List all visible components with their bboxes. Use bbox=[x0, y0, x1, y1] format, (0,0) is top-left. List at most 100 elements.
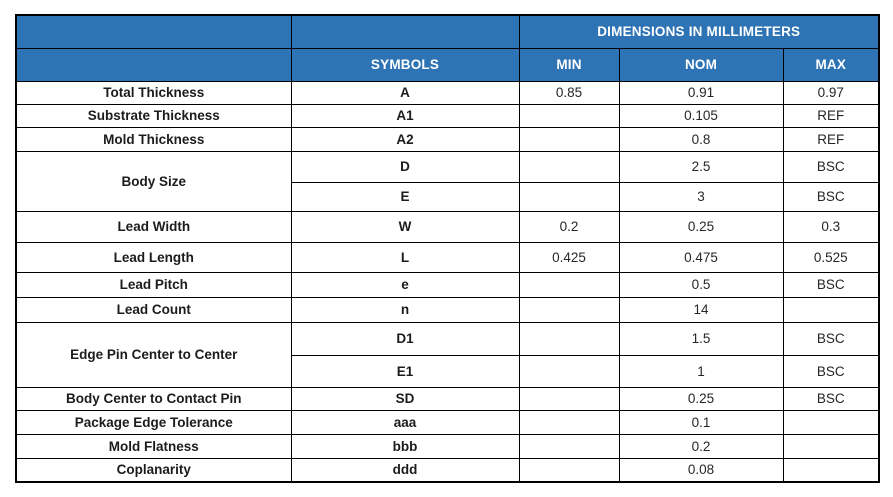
symbol-cell: ddd bbox=[290, 457, 520, 483]
row-name-cell: Substrate Thickness bbox=[15, 103, 292, 128]
min-value-cell: 0.2 bbox=[518, 210, 620, 243]
row-name-cell: Lead Width bbox=[15, 210, 292, 243]
max-value-cell bbox=[782, 457, 880, 483]
header-row-columns: SYMBOLS MIN NOM MAX bbox=[15, 47, 880, 82]
row-name-cell: Package Edge Tolerance bbox=[15, 409, 292, 435]
max-value-cell: 0.97 bbox=[782, 80, 880, 105]
max-value-cell: BSC bbox=[782, 181, 880, 212]
nom-value-cell: 0.105 bbox=[618, 103, 784, 128]
min-value-cell bbox=[518, 296, 620, 323]
nom-value-cell: 0.08 bbox=[618, 457, 784, 483]
nom-value-cell: 3 bbox=[618, 181, 784, 212]
min-value-cell bbox=[518, 126, 620, 152]
parameter-column-header bbox=[15, 47, 292, 82]
table-row-lead-count: Lead Count n 14 bbox=[15, 296, 880, 323]
symbol-cell: D bbox=[290, 150, 520, 183]
symbol-cell: SD bbox=[290, 386, 520, 411]
max-value-cell: 0.525 bbox=[782, 241, 880, 273]
symbol-cell: A1 bbox=[290, 103, 520, 128]
symbol-cell: D1 bbox=[290, 321, 520, 356]
nom-value-cell: 2.5 bbox=[618, 150, 784, 183]
dimensions-table: DIMENSIONS IN MILLIMETERS SYMBOLS MIN NO… bbox=[15, 14, 880, 483]
nom-value-cell: 0.91 bbox=[618, 80, 784, 105]
nom-value-cell: 0.5 bbox=[618, 271, 784, 298]
min-value-cell bbox=[518, 354, 620, 388]
max-value-cell: BSC bbox=[782, 271, 880, 298]
min-value-cell bbox=[518, 386, 620, 411]
table-row-lead-length: Lead Length L 0.425 0.475 0.525 bbox=[15, 241, 880, 273]
symbol-cell: e bbox=[290, 271, 520, 298]
row-name-cell: Body Center to Contact Pin bbox=[15, 386, 292, 411]
table-row-coplanarity: Coplanarity ddd 0.08 bbox=[15, 457, 880, 483]
nom-value-cell: 0.8 bbox=[618, 126, 784, 152]
max-value-cell: BSC bbox=[782, 150, 880, 183]
header-row-title: DIMENSIONS IN MILLIMETERS bbox=[15, 14, 880, 49]
table-row-body-size-e: E 3 BSC bbox=[16, 181, 880, 212]
symbol-cell: L bbox=[290, 241, 520, 273]
table-row-edge-pin-e1: E1 1 BSC bbox=[16, 354, 880, 388]
symbols-column-header: SYMBOLS bbox=[290, 47, 520, 82]
min-value-cell bbox=[518, 150, 620, 183]
max-value-cell bbox=[782, 409, 880, 435]
table-row-body-size-d: Body Size D 2.5 BSC bbox=[15, 150, 880, 212]
min-value-cell: 0.85 bbox=[518, 80, 620, 105]
max-value-cell bbox=[782, 433, 880, 459]
nom-value-cell: 14 bbox=[618, 296, 784, 323]
min-value-cell bbox=[518, 433, 620, 459]
symbol-cell: aaa bbox=[290, 409, 520, 435]
dimensions-title-header: DIMENSIONS IN MILLIMETERS bbox=[518, 14, 880, 49]
symbol-cell: n bbox=[290, 296, 520, 323]
corner-parameter-cell bbox=[15, 14, 292, 49]
max-value-cell: REF bbox=[782, 103, 880, 128]
table-row-total-thickness: Total Thickness A 0.85 0.91 0.97 bbox=[15, 80, 880, 105]
row-name-cell: Mold Flatness bbox=[15, 433, 292, 459]
table-row-edge-pin-d1: Edge Pin Center to Center D1 1.5 BSC bbox=[15, 321, 880, 388]
max-value-cell: REF bbox=[782, 126, 880, 152]
row-name-cell: Body Size bbox=[15, 150, 292, 212]
table-row-substrate-thickness: Substrate Thickness A1 0.105 REF bbox=[15, 103, 880, 128]
symbol-cell: W bbox=[290, 210, 520, 243]
max-value-cell: 0.3 bbox=[782, 210, 880, 243]
nom-value-cell: 0.475 bbox=[618, 241, 784, 273]
nom-value-cell: 0.1 bbox=[618, 409, 784, 435]
symbol-cell: E1 bbox=[290, 354, 520, 388]
max-value-cell: BSC bbox=[782, 354, 880, 388]
max-value-cell bbox=[782, 296, 880, 323]
row-name-cell: Total Thickness bbox=[15, 80, 292, 105]
row-name-cell: Lead Count bbox=[15, 296, 292, 323]
min-value-cell bbox=[518, 409, 620, 435]
nom-value-cell: 0.25 bbox=[618, 210, 784, 243]
table-row-mold-flatness: Mold Flatness bbb 0.2 bbox=[15, 433, 880, 459]
table-row-body-center-to-contact-pin: Body Center to Contact Pin SD 0.25 BSC bbox=[15, 386, 880, 411]
table-row-mold-thickness: Mold Thickness A2 0.8 REF bbox=[15, 126, 880, 152]
min-value-cell: 0.425 bbox=[518, 241, 620, 273]
max-value-cell: BSC bbox=[782, 321, 880, 356]
symbol-cell: bbb bbox=[290, 433, 520, 459]
min-value-cell bbox=[518, 103, 620, 128]
corner-symbols-cell bbox=[290, 14, 520, 49]
symbol-cell: A2 bbox=[290, 126, 520, 152]
nom-value-cell: 1.5 bbox=[618, 321, 784, 356]
row-name-cell: Lead Length bbox=[15, 241, 292, 273]
nom-value-cell: 1 bbox=[618, 354, 784, 388]
row-name-cell: Mold Thickness bbox=[15, 126, 292, 152]
symbol-cell: E bbox=[290, 181, 520, 212]
min-column-header: MIN bbox=[518, 47, 620, 82]
symbol-cell: A bbox=[290, 80, 520, 105]
table-row-lead-pitch: Lead Pitch e 0.5 BSC bbox=[15, 271, 880, 298]
row-name-cell: Edge Pin Center to Center bbox=[15, 321, 292, 388]
nom-value-cell: 0.25 bbox=[618, 386, 784, 411]
nom-column-header: NOM bbox=[618, 47, 784, 82]
min-value-cell bbox=[518, 457, 620, 483]
table-row-lead-width: Lead Width W 0.2 0.25 0.3 bbox=[15, 210, 880, 243]
row-name-cell: Lead Pitch bbox=[15, 271, 292, 298]
table-row-package-edge-tolerance: Package Edge Tolerance aaa 0.1 bbox=[15, 409, 880, 435]
max-column-header: MAX bbox=[782, 47, 880, 82]
nom-value-cell: 0.2 bbox=[618, 433, 784, 459]
min-value-cell bbox=[518, 321, 620, 356]
max-value-cell: BSC bbox=[782, 386, 880, 411]
row-name-cell: Coplanarity bbox=[15, 457, 292, 483]
min-value-cell bbox=[518, 181, 620, 212]
min-value-cell bbox=[518, 271, 620, 298]
